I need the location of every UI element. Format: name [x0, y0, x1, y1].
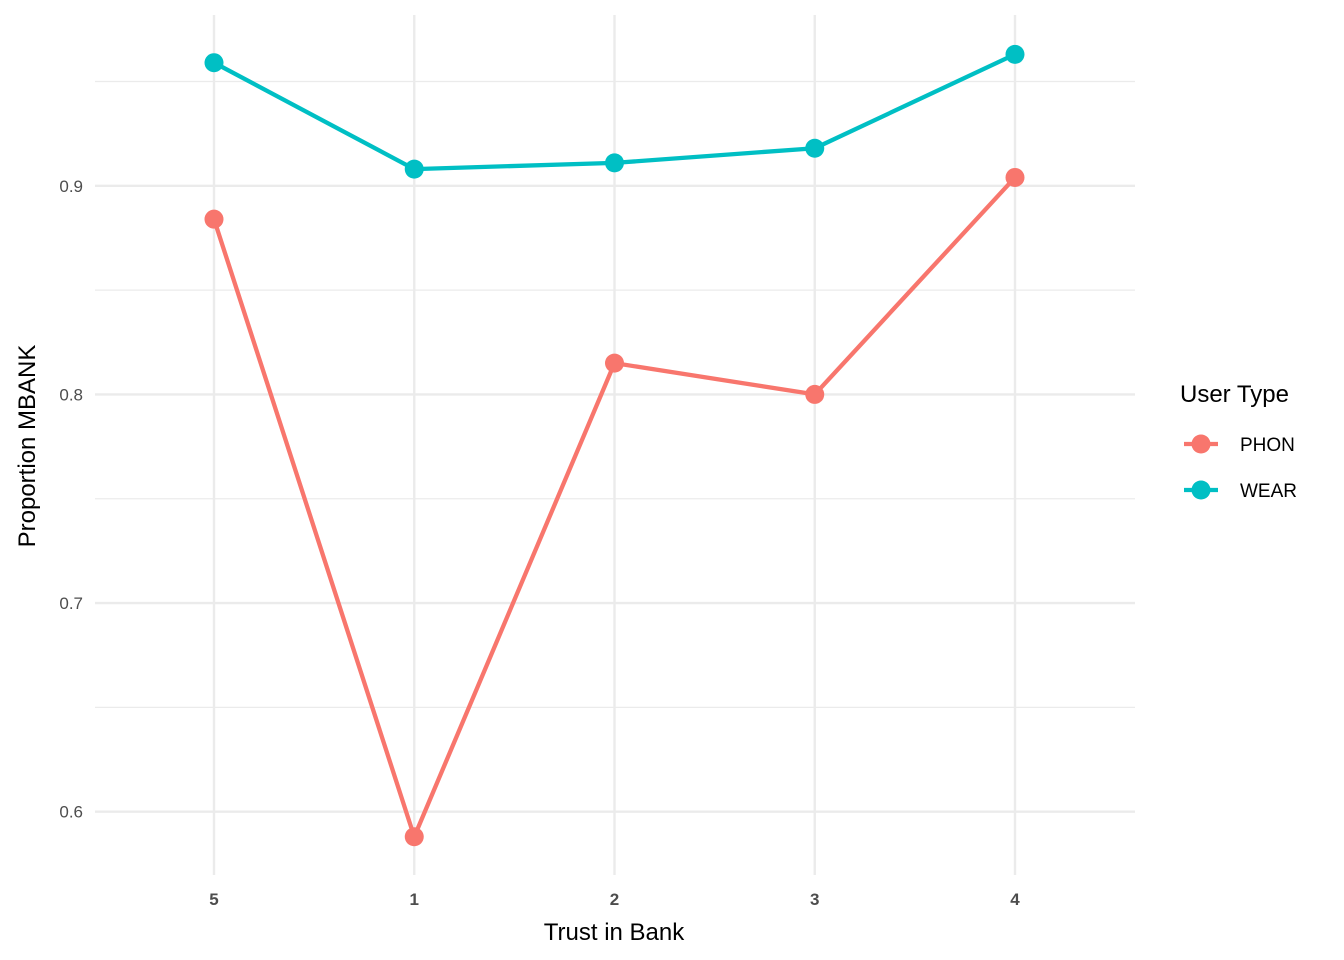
data-point-wear: [805, 138, 825, 158]
legend-key-point: [1191, 434, 1211, 454]
x-tick-label: 1: [410, 890, 419, 909]
x-tick-label: 3: [810, 890, 819, 909]
data-point-wear: [1005, 44, 1025, 64]
data-point-wear: [204, 53, 224, 73]
data-point-phon: [1005, 167, 1025, 187]
data-point-wear: [605, 153, 624, 173]
y-axis-title: Proportion MBANK: [14, 345, 41, 548]
legend-key-point: [1191, 480, 1211, 500]
data-point-phon: [605, 353, 624, 373]
legend-label: PHON: [1240, 435, 1295, 456]
y-tick-label: 0.9: [59, 177, 83, 196]
y-tick-label: 0.6: [59, 803, 83, 822]
data-point-phon: [805, 384, 825, 404]
x-axis-ticks: 5 1 2 3 4: [209, 890, 1020, 909]
legend-label: WEAR: [1240, 481, 1297, 502]
legend-title: User Type: [1180, 381, 1289, 408]
y-axis-ticks: 0.6 0.7 0.8 0.9: [59, 177, 83, 822]
y-tick-label: 0.7: [59, 594, 83, 613]
data-point-phon: [204, 209, 224, 229]
x-axis-title: Trust in Bank: [544, 919, 685, 946]
x-tick-label: 2: [610, 890, 619, 909]
series-points: [204, 44, 1025, 847]
data-point-wear: [404, 159, 424, 179]
legend: User Type PHON WEAR: [1180, 381, 1297, 502]
legend-items: PHON WEAR: [1184, 434, 1297, 502]
y-tick-label: 0.8: [59, 385, 83, 404]
x-tick-label: 5: [209, 890, 218, 909]
grid-major: [95, 15, 1135, 875]
x-tick-label: 4: [1010, 890, 1020, 909]
data-point-phon: [404, 827, 424, 847]
